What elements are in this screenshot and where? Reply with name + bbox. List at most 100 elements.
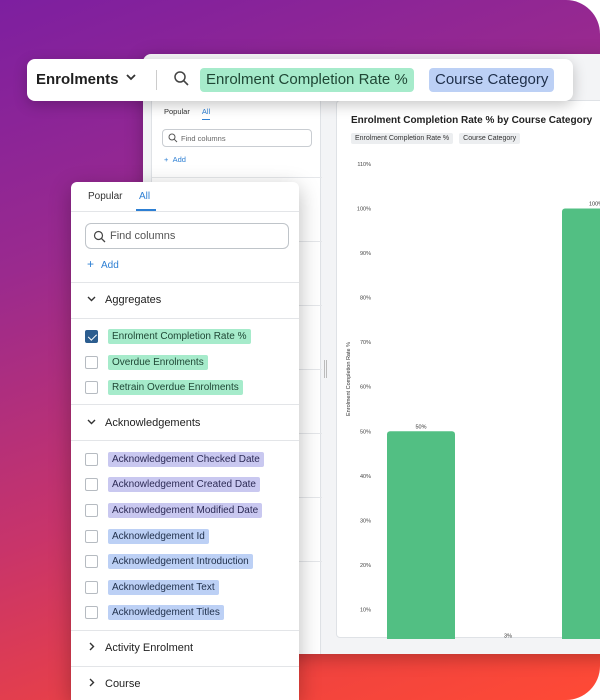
divider [71, 440, 299, 441]
y-tick-label: 100% [357, 207, 371, 213]
checkbox[interactable] [85, 355, 98, 369]
y-tick-label: 10% [360, 607, 371, 613]
group-title: Acknowledgements [105, 417, 201, 429]
mini-tab-all[interactable]: All [201, 107, 211, 120]
column-row-retrain-overdue-enrolments[interactable]: Retrain Overdue Enrolments [85, 378, 243, 396]
search-icon [93, 230, 106, 243]
column-tag: Acknowledgement Id [108, 528, 209, 544]
data-label: 3% [504, 634, 512, 639]
y-tick-label: 20% [360, 563, 371, 569]
measure-chip[interactable]: Enrolment Completion Rate % [200, 68, 414, 92]
add-label: Add [101, 260, 119, 271]
chevron-right-icon [87, 642, 105, 654]
column-tag: Acknowledgement Modified Date [108, 502, 263, 518]
column-tag: Acknowledgement Checked Date [108, 451, 264, 467]
chevron-right-icon [87, 678, 105, 690]
divider [152, 177, 322, 178]
y-tick-label: 40% [360, 474, 371, 480]
column-tag: Overdue Enrolments [108, 354, 208, 370]
group-header-activity-enrolment[interactable]: Activity Enrolment [87, 642, 193, 654]
bar [562, 208, 600, 639]
column-tag: Acknowledgement Created Date [108, 476, 260, 492]
add-column-button[interactable]: + Add [87, 257, 119, 271]
chart-chips: Enrolment Completion Rate % Course Categ… [351, 133, 521, 144]
y-tick-label: 80% [360, 296, 371, 302]
y-tick-label: 110% [357, 162, 371, 168]
column-row-acknowledgement-introduction[interactable]: Acknowledgement Introduction [85, 552, 253, 570]
search-icon[interactable] [173, 70, 190, 92]
mini-add-label: Add [172, 155, 186, 164]
checkbox[interactable] [85, 580, 98, 594]
column-row-acknowledgement-text[interactable]: Acknowledgement Text [85, 578, 219, 596]
y-tick-label: 60% [360, 385, 371, 391]
column-tag: Acknowledgement Introduction [108, 553, 253, 569]
checkbox[interactable] [85, 554, 98, 568]
checkbox[interactable] [85, 477, 98, 491]
column-row-acknowledgement-checked-date[interactable]: Acknowledgement Checked Date [85, 450, 264, 468]
group-header-course[interactable]: Course [87, 678, 140, 690]
dataset-title[interactable]: Enrolments [36, 71, 119, 88]
chart-card: Enrolment Completion Rate % by Course Ca… [336, 100, 600, 639]
group-header-acknowledgements[interactable]: Acknowledgements [87, 417, 200, 429]
find-columns-input[interactable]: Find columns [85, 223, 289, 249]
checkbox[interactable] [85, 503, 98, 517]
divider [71, 666, 299, 667]
column-tag: Enrolment Completion Rate % [108, 328, 251, 344]
find-columns-placeholder: Find columns [110, 230, 176, 242]
column-row-acknowledgement-id[interactable]: Acknowledgement Id [85, 527, 209, 545]
column-row-acknowledgement-titles[interactable]: Acknowledgement Titles [85, 603, 224, 621]
chart-chip-measure[interactable]: Enrolment Completion Rate % [351, 133, 454, 144]
y-tick-label: 90% [360, 251, 371, 257]
chevron-down-icon[interactable] [125, 71, 137, 86]
chevron-down-icon [87, 294, 105, 306]
group-title: Activity Enrolment [105, 642, 194, 654]
mini-search-placeholder: Find columns [181, 134, 226, 143]
plus-icon: + [87, 257, 95, 271]
columns-tabs: Popular All [71, 182, 299, 212]
chart-title: Enrolment Completion Rate % by Course Ca… [351, 115, 593, 126]
mini-tab-popular[interactable]: Popular [164, 107, 190, 116]
column-row-enrolment-completion-rate[interactable]: Enrolment Completion Rate % [85, 327, 251, 345]
tab-all[interactable]: All [139, 191, 151, 202]
tab-popular[interactable]: Popular [88, 191, 123, 202]
divider [71, 318, 299, 319]
data-label: 100% [589, 202, 600, 208]
group-title: Course [105, 678, 141, 690]
data-label: 50% [415, 424, 426, 430]
checkbox-checked[interactable] [85, 329, 98, 343]
checkbox[interactable] [85, 452, 98, 466]
dimension-chip[interactable]: Course Category [429, 68, 555, 92]
divider [71, 282, 299, 283]
checkbox[interactable] [85, 529, 98, 543]
column-tag: Acknowledgement Text [108, 579, 219, 595]
chart-chip-dimension[interactable]: Course Category [459, 133, 521, 144]
column-tag: Retrain Overdue Enrolments [108, 379, 243, 395]
y-tick-label: 70% [360, 340, 371, 346]
mini-search-input[interactable]: Find columns [162, 129, 312, 147]
mini-tabs: Popular All [164, 107, 211, 120]
search-icon [168, 133, 178, 143]
y-tick-label: 50% [360, 429, 371, 435]
divider [71, 630, 299, 631]
columns-panel: Popular All Find columns + Add Aggregates… [71, 182, 299, 700]
bar-chart: 0%10%20%30%40%50%60%70%80%90%100%110%Enr… [346, 162, 600, 639]
checkbox[interactable] [85, 605, 98, 619]
checkbox[interactable] [85, 380, 98, 394]
y-axis-label: Enrolment Completion Rate % [346, 342, 352, 416]
group-title: Aggregates [105, 294, 162, 306]
group-header-aggregates[interactable]: Aggregates [87, 294, 161, 306]
column-row-acknowledgement-modified-date[interactable]: Acknowledgement Modified Date [85, 501, 263, 519]
y-tick-label: 30% [360, 518, 371, 524]
column-tag: Acknowledgement Titles [108, 604, 224, 620]
workspace-card: Popular All Find columns + Add Enrolment… [143, 54, 600, 654]
query-header-bar: Enrolments Enrolment Completion Rate % C… [27, 59, 573, 101]
column-row-overdue-enrolments[interactable]: Overdue Enrolments [85, 353, 208, 371]
mini-add-button[interactable]: + Add [164, 155, 186, 164]
chevron-down-icon [87, 417, 105, 429]
resize-handle[interactable] [324, 360, 327, 378]
active-tab-indicator [136, 209, 156, 211]
bar [387, 431, 455, 639]
column-row-acknowledgement-created-date[interactable]: Acknowledgement Created Date [85, 475, 260, 493]
divider [156, 70, 157, 90]
divider [71, 404, 299, 405]
